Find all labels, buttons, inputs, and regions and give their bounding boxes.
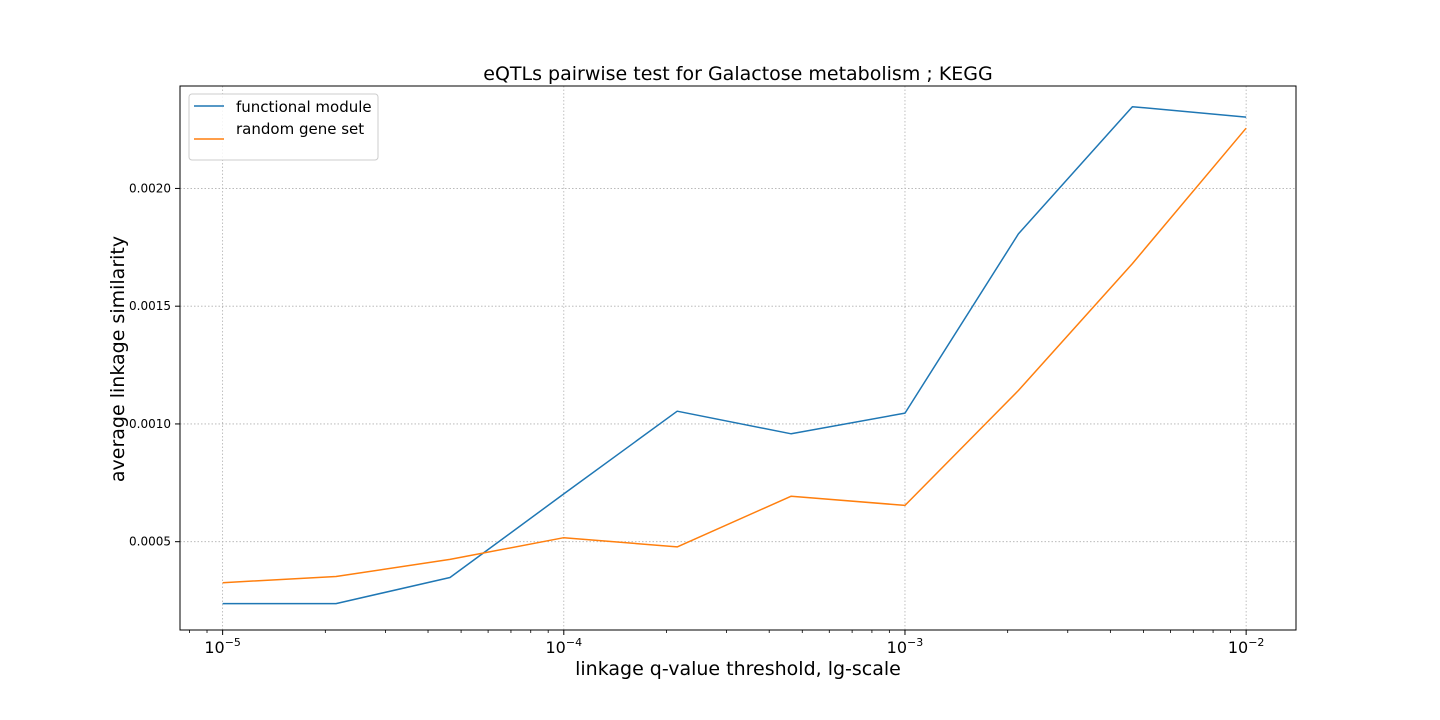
y-tick-label: 0.0010	[129, 417, 171, 431]
y-axis-ticks: 0.0005 0.0010 0.0015 0.0020	[129, 181, 180, 549]
series-lines	[222, 105, 1247, 605]
y-tick-label: 0.0015	[129, 299, 171, 313]
legend-label-random-gene-set: random gene set	[236, 120, 364, 138]
x-tick-label: 10−5	[204, 636, 241, 657]
x-tick-label: 10−2	[1228, 636, 1265, 657]
y-tick-label: 0.0020	[129, 181, 171, 195]
chart-title: eQTLs pairwise test for Galactose metabo…	[483, 63, 992, 85]
x-tick-label: 10−3	[887, 636, 924, 657]
plot-area-frame	[179, 85, 1297, 631]
y-axis-label: average linkage similarity	[107, 236, 129, 482]
x-axis-ticks: 10−5 10−4 10−3 10−2	[189, 630, 1265, 657]
series-line-random-gene-set	[222, 127, 1247, 584]
grid	[180, 86, 1296, 630]
legend-label-functional-module: functional module	[236, 98, 372, 116]
series-line-functional-module	[222, 105, 1247, 605]
y-tick-label: 0.0005	[129, 535, 171, 549]
x-axis-label: linkage q-value threshold, lg-scale	[575, 658, 901, 680]
legend-box	[188, 93, 379, 161]
legend: functional module random gene set	[188, 93, 379, 161]
x-tick-label: 10−4	[546, 636, 583, 657]
